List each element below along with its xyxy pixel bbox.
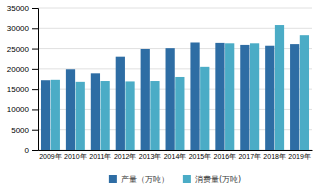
bar xyxy=(101,81,110,150)
grid-line xyxy=(38,8,312,9)
bar xyxy=(125,81,134,150)
bar xyxy=(265,46,274,150)
grid-line xyxy=(38,28,312,29)
y-axis-line xyxy=(32,9,39,151)
x-tick-label: 2011年 xyxy=(89,153,111,160)
bar xyxy=(41,80,50,150)
y-tick: 25000 xyxy=(7,45,38,54)
x-tick: 2016年 xyxy=(214,153,237,160)
y-tick-mark xyxy=(32,89,38,90)
bar xyxy=(250,43,259,150)
bar-series xyxy=(41,42,299,150)
bar xyxy=(76,82,85,150)
x-tick: 2015年 xyxy=(189,153,212,160)
x-tick: 2017年 xyxy=(238,153,261,160)
y-tick-mark xyxy=(32,49,38,50)
bar xyxy=(175,77,184,150)
bar xyxy=(116,57,125,150)
bar xyxy=(200,67,209,150)
y-tick-label: 25000 xyxy=(7,45,30,54)
y-tick-label: 30000 xyxy=(7,24,30,33)
y-tick-mark xyxy=(32,150,38,151)
y-tick-mark xyxy=(32,8,38,9)
x-tick: 2014年 xyxy=(164,153,187,160)
x-tick-label: 2017年 xyxy=(238,153,261,160)
x-tick: 2018年 xyxy=(263,153,286,160)
legend: 产量（万吨） 消费量(万吨) xyxy=(109,175,241,184)
y-axis: 0 5000 10000 15000 20000 25000 30000 35000 xyxy=(7,4,39,155)
x-tick-label: 2015年 xyxy=(189,153,212,160)
legend-label: 产量（万吨） xyxy=(121,175,169,184)
bar xyxy=(215,43,224,150)
x-tick-label: 2009年 xyxy=(39,153,62,160)
bar xyxy=(166,48,175,150)
y-tick: 20000 xyxy=(7,65,38,74)
bar xyxy=(275,25,284,150)
x-tick-label: 2019年 xyxy=(288,153,311,160)
legend-label: 消费量(万吨) xyxy=(195,175,241,184)
y-tick: 5000 xyxy=(11,126,38,135)
bar xyxy=(290,44,299,150)
y-tick-label: 10000 xyxy=(7,105,30,114)
x-tick-label: 2014年 xyxy=(164,153,187,160)
x-tick-label: 2016年 xyxy=(214,153,237,160)
bar xyxy=(240,45,249,150)
y-tick-label: 5000 xyxy=(11,126,29,135)
bar xyxy=(51,80,60,150)
bar xyxy=(141,49,150,150)
bar xyxy=(150,81,159,150)
bar xyxy=(91,73,100,150)
y-tick: 0 xyxy=(25,146,38,155)
y-tick: 15000 xyxy=(7,85,38,94)
bars xyxy=(41,25,309,150)
bar xyxy=(66,69,75,150)
x-tick: 2019年 xyxy=(288,153,311,160)
x-tick-label: 2010年 xyxy=(64,153,87,160)
plot: 0 5000 10000 15000 20000 25000 30000 35000 2009年… xyxy=(7,4,313,160)
legend-item: 产量（万吨） xyxy=(109,175,169,184)
x-tick: 2013年 xyxy=(139,153,162,160)
bar xyxy=(300,35,309,150)
bar-series xyxy=(51,25,309,150)
y-tick-mark xyxy=(32,109,38,110)
y-tick: 10000 xyxy=(7,105,38,114)
y-tick-label: 20000 xyxy=(7,65,30,74)
x-tick-label: 2018年 xyxy=(263,153,286,160)
x-tick-label: 2013年 xyxy=(139,153,162,160)
y-tick-mark xyxy=(32,28,38,29)
legend-swatch xyxy=(183,175,191,183)
x-tick: 2011年 xyxy=(89,153,111,160)
y-tick-label: 15000 xyxy=(7,85,30,94)
y-tick-label: 0 xyxy=(25,146,30,155)
x-axis: 2009年2010年2011年2012年2013年2014年2015年2016年… xyxy=(39,151,313,160)
grid xyxy=(38,8,312,150)
y-tick: 30000 xyxy=(7,24,38,33)
x-tick-label: 2012年 xyxy=(114,153,137,160)
x-tick: 2009年 xyxy=(39,153,62,160)
chart: 0 5000 10000 15000 20000 25000 30000 35000 2009年… xyxy=(0,0,320,190)
y-tick: 35000 xyxy=(7,4,38,13)
x-tick: 2010年 xyxy=(64,153,87,160)
bar xyxy=(190,42,199,150)
legend-item: 消费量(万吨) xyxy=(183,175,241,184)
y-tick-mark xyxy=(32,130,38,131)
x-tick: 2012年 xyxy=(114,153,137,160)
legend-swatch xyxy=(109,175,117,183)
x-axis-line xyxy=(39,150,313,151)
y-tick-mark xyxy=(32,69,38,70)
bar xyxy=(225,43,234,150)
y-tick-label: 35000 xyxy=(7,4,30,13)
